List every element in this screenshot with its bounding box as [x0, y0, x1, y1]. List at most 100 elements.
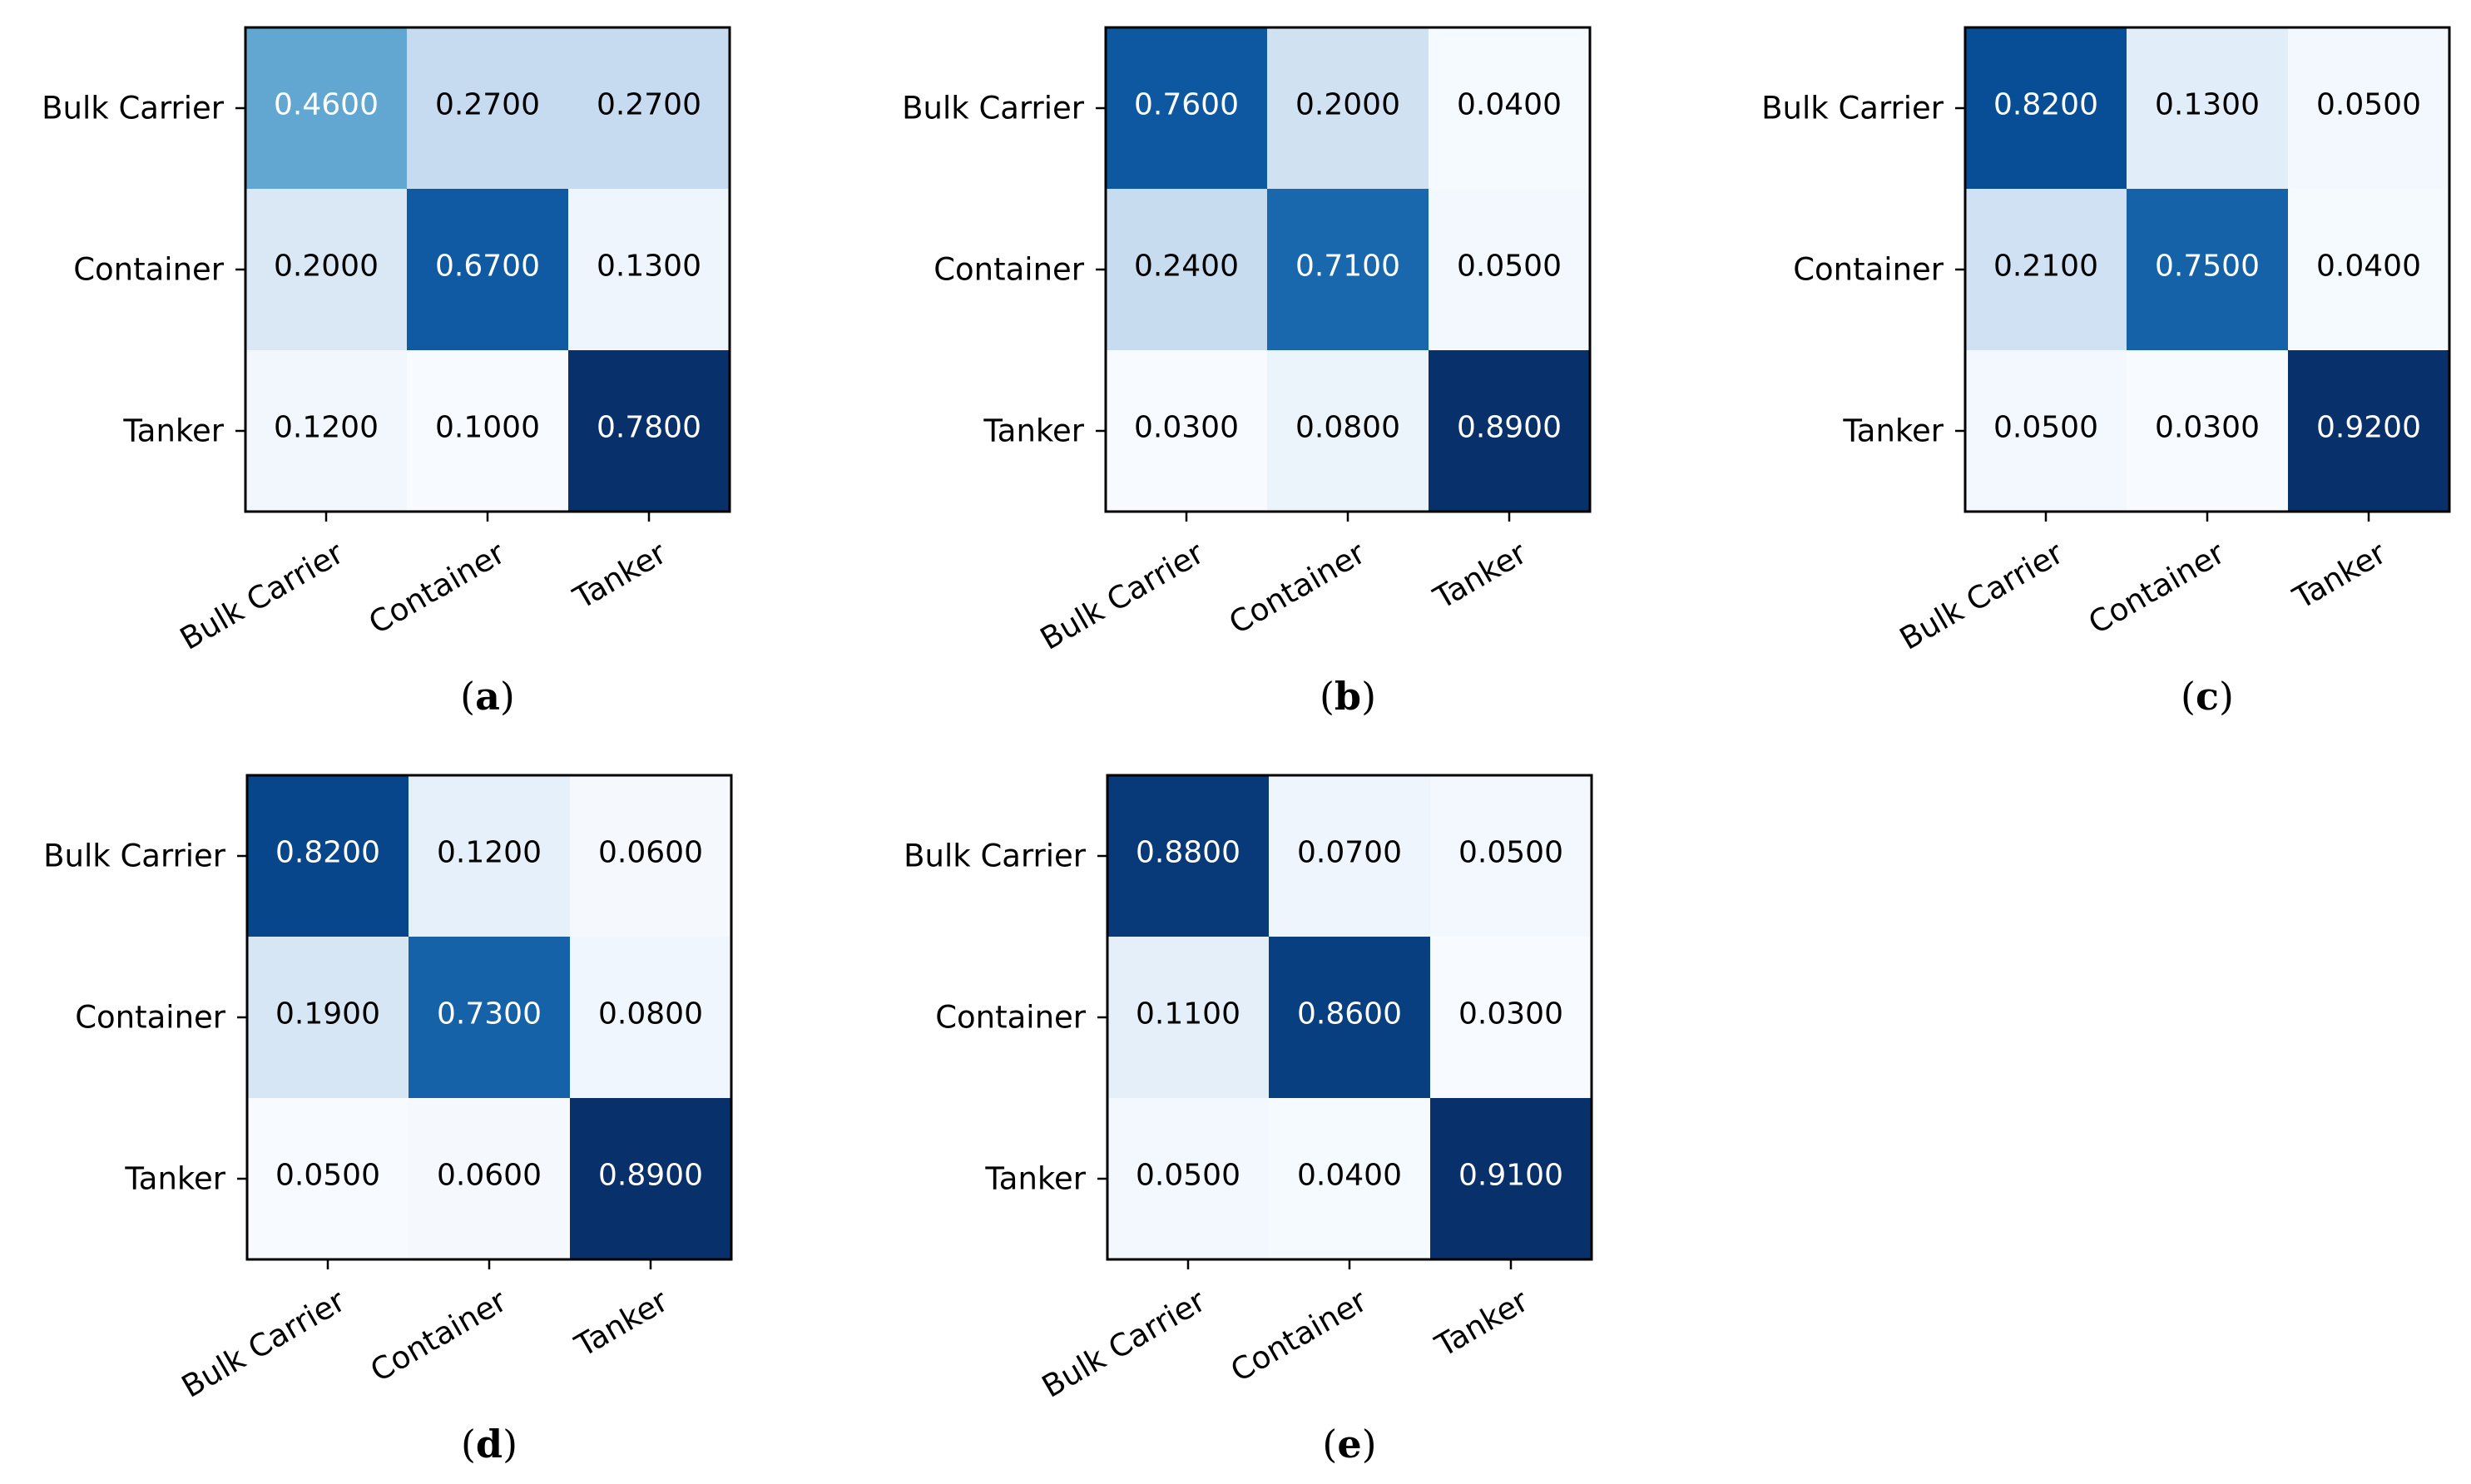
- cell-value-label: 0.8900: [598, 1159, 703, 1193]
- panel-label-close: ): [503, 1422, 517, 1467]
- y-tick-label: Container: [933, 252, 1085, 288]
- cell-value-label: 0.0300: [1134, 411, 1239, 445]
- panel-label-letter: a: [475, 674, 500, 719]
- heatmap-cell: [409, 937, 570, 1098]
- cell-value-label: 0.1200: [437, 836, 542, 870]
- heatmap-cell: [1269, 1098, 1430, 1259]
- confusion-matrix-panel-b: 0.7600 0.2000 0.0400 0.2400 0.7100 0.0500 0.03…: [902, 26, 1592, 719]
- heatmap-cell: [245, 27, 407, 189]
- heatmap-cell: [1429, 27, 1590, 189]
- y-tick-label: Tanker: [1842, 413, 1944, 449]
- y-tick-label: Bulk Carrier: [902, 91, 1085, 126]
- heatmap-cell: [2288, 189, 2449, 350]
- heatmap-cell: [568, 350, 730, 512]
- heatmap-cell: [1107, 775, 1269, 937]
- cell-value-label: 0.1000: [435, 411, 540, 445]
- cell-value-label: 0.6700: [435, 250, 540, 284]
- heatmap-cell: [570, 775, 731, 937]
- x-tick-label: Bulk Carrier: [1894, 535, 2070, 657]
- cell-value-label: 0.1300: [2155, 88, 2260, 122]
- cell-value-label: 0.0500: [1993, 411, 2098, 445]
- cell-value-label: 0.2700: [435, 88, 540, 122]
- cell-value-label: 0.8200: [275, 836, 380, 870]
- heatmap-cell: [1107, 1098, 1269, 1259]
- panel-label: (c): [2181, 674, 2234, 719]
- y-tick-label: Tanker: [122, 413, 224, 449]
- y-tick-label: Container: [935, 1000, 1087, 1036]
- y-tick-label: Tanker: [983, 413, 1084, 449]
- x-tick-label: Container: [1223, 535, 1372, 641]
- cell-value-label: 0.0400: [1297, 1159, 1402, 1193]
- heatmap-cell: [1430, 775, 1592, 937]
- cell-value-label: 0.1100: [1136, 997, 1240, 1031]
- cell-value-label: 0.2000: [1295, 88, 1400, 122]
- heatmap-cell: [1965, 189, 2127, 350]
- heatmap-cell: [568, 27, 730, 189]
- panel-label-letter: b: [1335, 674, 1361, 719]
- heatmap-cell: [1267, 27, 1429, 189]
- heatmap-cell: [570, 937, 731, 1098]
- confusion-matrix-panel-a: 0.4600 0.2700 0.2700 0.2000 0.6700 0.1300 0.12…: [42, 26, 731, 719]
- heatmap-cell: [2127, 27, 2288, 189]
- heatmap-cell: [409, 1098, 570, 1259]
- y-tick-label: Tanker: [984, 1161, 1086, 1197]
- heatmap-cell: [407, 189, 568, 350]
- x-tick-label: Container: [363, 535, 512, 641]
- cell-value-label: 0.8800: [1136, 836, 1240, 870]
- heatmap-cell: [1269, 775, 1430, 937]
- y-tick-label: Bulk Carrier: [1761, 91, 1944, 126]
- heatmap-cell: [1965, 350, 2127, 512]
- y-tick-label: Tanker: [124, 1161, 225, 1197]
- cell-value-label: 0.0800: [1295, 411, 1400, 445]
- cell-value-label: 0.7500: [2155, 250, 2260, 284]
- x-tick-label: Tanker: [1427, 535, 1533, 616]
- panel-label-close: ): [2219, 674, 2234, 719]
- heatmap-cell: [245, 189, 407, 350]
- cell-value-label: 0.9100: [1458, 1159, 1563, 1193]
- heatmap-cell: [1267, 350, 1429, 512]
- heatmap-cell: [407, 27, 568, 189]
- cell-value-label: 0.4600: [274, 88, 379, 122]
- heatmap-cell: [1965, 27, 2127, 189]
- cell-value-label: 0.0400: [2316, 250, 2421, 284]
- cell-value-label: 0.0800: [598, 997, 703, 1031]
- panel-label-close: ): [500, 674, 515, 719]
- heatmap-cell: [247, 1098, 409, 1259]
- x-tick-label: Tanker: [2286, 535, 2393, 616]
- panel-label-close: ): [1361, 674, 1376, 719]
- panel-label-letter: c: [2196, 674, 2219, 719]
- heatmap-cell: [1269, 937, 1430, 1098]
- x-tick-label: Tanker: [567, 535, 673, 616]
- y-tick-label: Bulk Carrier: [42, 91, 225, 126]
- confusion-matrix-panel-d: 0.8200 0.1200 0.0600 0.1900 0.7300 0.0800 0.05…: [43, 774, 733, 1467]
- confusion-matrix-panel-e: 0.8800 0.0700 0.0500 0.1100 0.8600 0.0300 0.05…: [904, 774, 1593, 1467]
- y-tick-label: Container: [75, 1000, 226, 1036]
- cell-value-label: 0.7600: [1134, 88, 1239, 122]
- cell-value-label: 0.0600: [598, 836, 703, 870]
- heatmap-cell: [1267, 189, 1429, 350]
- y-tick-label: Bulk Carrier: [43, 838, 226, 874]
- cell-value-label: 0.7100: [1295, 250, 1400, 284]
- panel-label: (b): [1320, 674, 1376, 719]
- cell-value-label: 0.0300: [2155, 411, 2260, 445]
- x-tick-label: Tanker: [568, 1283, 675, 1364]
- heatmap-cell: [1429, 350, 1590, 512]
- heatmap-cell: [245, 350, 407, 512]
- x-tick-label: Bulk Carrier: [174, 535, 350, 657]
- y-tick-label: Container: [73, 252, 225, 288]
- panel-label: (d): [461, 1422, 517, 1467]
- cell-value-label: 0.0500: [275, 1159, 380, 1193]
- cell-value-label: 0.7300: [437, 997, 542, 1031]
- cell-value-label: 0.2700: [597, 88, 701, 122]
- heatmap-cell: [407, 350, 568, 512]
- heatmap-cell: [2127, 350, 2288, 512]
- x-tick-label: Bulk Carrier: [1036, 1283, 1212, 1405]
- cell-value-label: 0.0700: [1297, 836, 1402, 870]
- cell-value-label: 0.0500: [2316, 88, 2421, 122]
- x-tick-label: Tanker: [1429, 1283, 1535, 1364]
- cell-value-label: 0.2000: [274, 250, 379, 284]
- cell-value-label: 0.2100: [1993, 250, 2098, 284]
- panel-label-open: (: [1322, 1422, 1337, 1467]
